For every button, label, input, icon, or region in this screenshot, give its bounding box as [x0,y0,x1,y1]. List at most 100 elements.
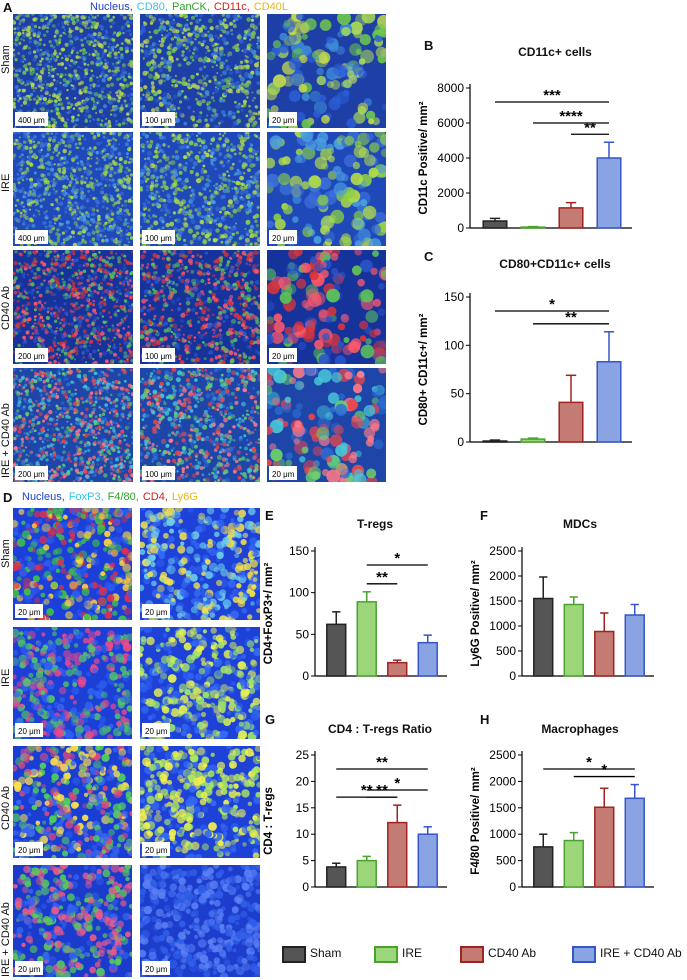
chart-h-letter: H [480,712,490,727]
chart-h-sig-stars: * [586,754,592,771]
chart-h-sig-stars: * [601,762,607,779]
chart-g-title: CD4 : T-regs Ratio [327,722,432,736]
chart-c-title: CD80+CD11c+ cells [499,257,611,271]
chart-g-tick-label: 0 [302,880,309,894]
scale-bar-label: 200 μm [15,348,48,362]
scale-bar-label: 20 μm [142,604,171,618]
chart-b-tick-label: 8000 [437,81,464,95]
scale-bar-label: 100 μm [142,230,175,244]
panel-a-image-0-0: 400 μm [13,14,133,128]
chart-g-tick-label: 10 [296,827,310,841]
chart-h-tick-label: 2500 [489,748,516,762]
panel-d-stain-0: Nucleus, [22,491,65,503]
chart-e-tick-label: 0 [302,669,309,683]
chart-f-letter: F [480,508,488,523]
chart-e-bar-3 [417,641,438,677]
chart-h-bar-3 [624,797,645,888]
panel-a-image-2-2: 20 μm [267,250,386,364]
chart-h-tick-label: 1000 [489,827,516,841]
chart-b-letter: B [424,38,434,53]
chart-e-sig-stars: ** [376,569,388,586]
chart-g-bar-3 [417,833,438,888]
chart-g-tick-label: 15 [296,801,310,815]
panel-a-stain-0: Nucleus, [90,1,133,13]
panel-a-image-3-0: 200 μm [13,368,133,482]
chart-g-sig-stars: ** [376,782,388,799]
chart-c-tick-label: 50 [451,387,465,401]
chart-g-y-label: CD4 : T-regs [263,787,275,855]
chart-b-bar-3 [596,157,622,229]
scale-bar-label: 400 μm [15,112,48,126]
chart-f-bar-2 [594,630,615,677]
chart-e-tick-label: 100 [289,586,309,600]
panel-a-image-3-2: 20 μm [267,368,386,482]
chart-g-bar-0 [326,866,347,888]
panel-a-image-1-1: 100 μm [140,132,260,246]
panel-a-image-1-0: 400 μm [13,132,133,246]
chart-e-tick-label: 150 [289,544,309,558]
panel-d-image-1-1: 20 μm [140,627,260,739]
chart-f-bar-1 [563,603,584,677]
chart-c-bar-2 [558,401,584,443]
chart-f-tick-label: 0 [509,669,516,683]
scale-bar-label: 400 μm [15,230,48,244]
chart-c-tick-label: 0 [457,435,464,449]
panel-a-image-1-2: 20 μm [267,132,386,246]
panel-a-image-2-0: 200 μm [13,250,133,364]
panel-d-image-2-1: 20 μm [140,746,260,858]
chart-e-letter: E [265,508,274,523]
panel-a-image-0-2: 20 μm [267,14,386,128]
chart-f-tick-label: 1000 [489,619,516,633]
chart-b-tick-label: 4000 [437,151,464,165]
panel-d-image-1-0: 20 μm [13,627,132,739]
panel-d-image-0-1: 20 μm [140,508,260,620]
legend-label: Sham [310,946,342,960]
chart-f-tick-label: 500 [496,644,516,658]
panel-d-stain-legend: Nucleus, FoxP3, F4/80, CD4, Ly6G [22,491,202,503]
panel-a-stain-4: CD40L [253,1,289,13]
panel-a-letter: A [3,0,13,15]
chart-f-tick-label: 1500 [489,594,516,608]
chart-c-letter: C [424,249,434,264]
scale-bar-label: 20 μm [142,842,171,856]
chart-b-sig-stars: **** [559,108,583,125]
panel-d-image-3-1: 20 μm [140,865,260,977]
chart-g-sig-stars: ** [376,754,388,771]
chart-g-tick-label: 20 [296,774,310,788]
chart-b-bar-1 [520,226,546,229]
chart-e-title: T-regs [356,517,393,531]
chart-b-bar-2 [558,207,584,229]
chart-g-tick-label: 5 [302,854,309,868]
chart-b-y-label: CD11c Positive/ mm² [418,101,430,214]
chart-c-sig-stars: ** [565,309,577,326]
chart-e-sig-stars: * [394,550,400,567]
chart-b-sig-stars: *** [543,87,561,104]
chart-h-tick-label: 0 [509,880,516,894]
legend-label: IRE [402,946,423,960]
panel-d-stain-3: CD4, [142,491,168,503]
chart-h-title: Macrophages [541,722,619,736]
chart-f-tick-label: 2500 [489,544,516,558]
panel-d-stain-4: Ly6G [171,491,198,503]
panel-a-image-3-1: 100 μm [140,368,260,482]
chart-e-bar-0 [326,623,347,677]
scale-bar-label: 20 μm [15,723,44,737]
chart-c-y-label: CD80+ CD11c+/ mm² [418,313,430,425]
panel-d-image-2-0: 20 μm [13,746,132,858]
panel-a-stain-3: CD11c, [213,1,250,13]
chart-h-tick-label: 500 [496,854,516,868]
scale-bar-label: 100 μm [142,112,175,126]
legend-swatch [460,946,484,963]
chart-h-bar-1 [563,839,584,888]
scale-bar-label: 20 μm [142,723,171,737]
scale-bar-label: 20 μm [269,348,298,362]
scale-bar-label: 20 μm [15,604,44,618]
chart-h-tick-label: 1500 [489,801,516,815]
panel-d-letter: D [3,490,13,505]
scale-bar-label: 200 μm [15,466,48,480]
scale-bar-label: 20 μm [15,842,44,856]
chart-b-sig-stars: ** [584,119,596,136]
chart-h-y-label: F4/80 Positive/ mm² [470,767,482,875]
panel-a-image-0-1: 100 μm [140,14,260,128]
